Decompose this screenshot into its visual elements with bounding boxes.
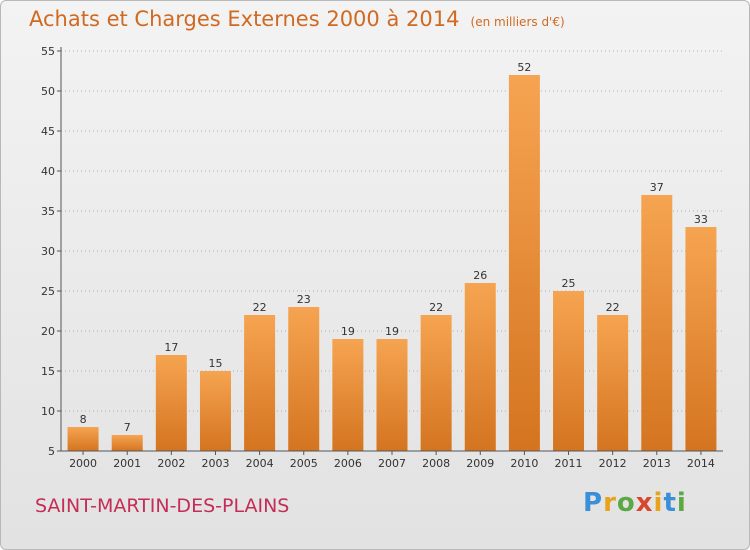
x-tick-label-2003: 2003 — [201, 457, 229, 470]
data-label-2014: 33 — [694, 213, 708, 226]
x-tick-label-2012: 2012 — [599, 457, 627, 470]
data-label-2007: 19 — [385, 325, 399, 338]
bar-2011 — [553, 291, 585, 451]
x-tick-label-2006: 2006 — [334, 457, 362, 470]
data-label-2006: 19 — [341, 325, 355, 338]
proxiti-logo: Proxiti — [583, 488, 687, 518]
data-label-2009: 26 — [473, 269, 487, 282]
chart-title-text: Achats et Charges Externes 2000 à 2014 — [29, 7, 460, 31]
data-label-2011: 25 — [562, 277, 576, 290]
bars: 8 7 17 15 22 23 19 19 22 26 52 25 22 37 33 — [67, 61, 717, 451]
x-tick-label-2008: 2008 — [422, 457, 450, 470]
x-tick-label-2013: 2013 — [643, 457, 671, 470]
data-label-2001: 7 — [124, 421, 131, 434]
data-label-2002: 17 — [164, 341, 178, 354]
y-tick-label: 20 — [41, 325, 55, 338]
bar-2006 — [332, 339, 364, 451]
y-tick-label: 50 — [41, 85, 55, 98]
x-tick-label-2002: 2002 — [157, 457, 185, 470]
x-tick-label-2001: 2001 — [113, 457, 141, 470]
bar-2004 — [244, 315, 276, 451]
bar-2007 — [376, 339, 408, 451]
x-tick-label-2014: 2014 — [687, 457, 715, 470]
bar-2003 — [199, 371, 231, 451]
bar-2014 — [685, 227, 717, 451]
data-label-2000: 8 — [80, 413, 87, 426]
bar-2008 — [420, 315, 452, 451]
bar-2009 — [464, 283, 496, 451]
bar-2005 — [288, 307, 320, 451]
x-tick-label-2007: 2007 — [378, 457, 406, 470]
chart-title: Achats et Charges Externes 2000 à 2014 (… — [29, 7, 565, 31]
x-tick-label-2000: 2000 — [69, 457, 97, 470]
x-tick-label-2004: 2004 — [246, 457, 274, 470]
data-label-2012: 22 — [606, 301, 620, 314]
axes: 5 10 15 20 25 30 35 40 45 50 55 2000 2001 2002 2003 200… — [41, 45, 723, 470]
bar-2000 — [67, 427, 99, 451]
chart-unit-text: (en milliers d'€) — [470, 15, 565, 29]
data-label-2003: 15 — [208, 357, 222, 370]
data-label-2008: 22 — [429, 301, 443, 314]
y-tick-label: 15 — [41, 365, 55, 378]
place-name: SAINT-MARTIN-DES-PLAINS — [35, 495, 290, 517]
x-tick-label-2010: 2010 — [510, 457, 538, 470]
data-label-2010: 52 — [517, 61, 531, 74]
y-tick-label: 55 — [41, 45, 55, 58]
x-tick-label-2011: 2011 — [555, 457, 583, 470]
y-tick-label: 10 — [41, 405, 55, 418]
bar-2002 — [155, 355, 187, 451]
bar-2012 — [597, 315, 629, 451]
y-tick-label: 30 — [41, 245, 55, 258]
x-tick-label-2005: 2005 — [290, 457, 318, 470]
bar-2001 — [111, 435, 143, 451]
y-tick-label: 45 — [41, 125, 55, 138]
y-tick-label: 5 — [48, 445, 55, 458]
y-tick-label: 35 — [41, 205, 55, 218]
y-tick-label: 25 — [41, 285, 55, 298]
y-tick-label: 40 — [41, 165, 55, 178]
bar-2010 — [508, 75, 540, 451]
data-label-2004: 22 — [253, 301, 267, 314]
bar-2013 — [641, 195, 673, 451]
data-label-2005: 23 — [297, 293, 311, 306]
x-tick-label-2009: 2009 — [466, 457, 494, 470]
data-label-2013: 37 — [650, 181, 664, 194]
